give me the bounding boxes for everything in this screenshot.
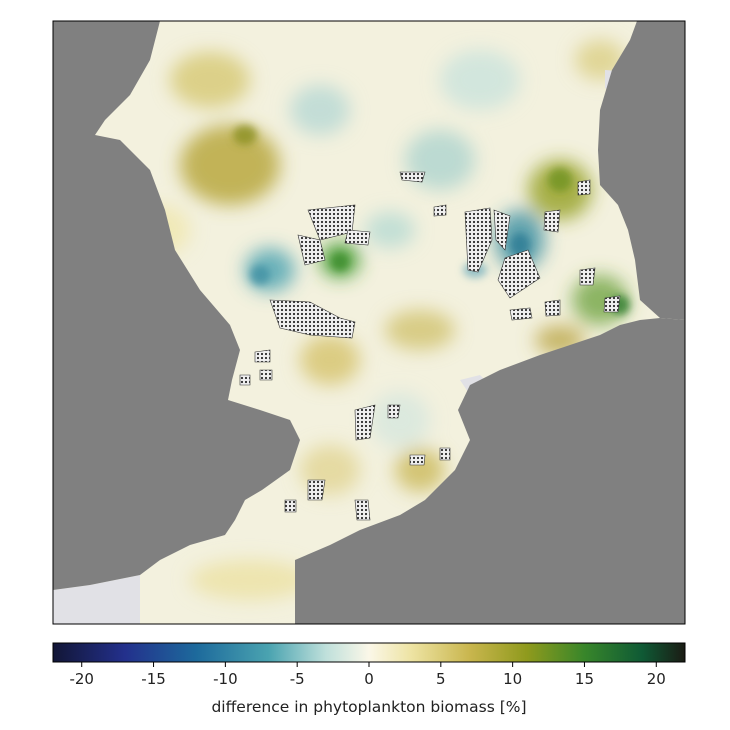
wind-farm-area: [464, 207, 493, 273]
colorbar-title: difference in phytoplankton biomass [%]: [211, 698, 526, 716]
wind-farm-area: [579, 267, 596, 286]
anomaly-field: [130, 40, 628, 600]
wind-farm-area: [433, 204, 447, 217]
wind-farm-area: [399, 171, 426, 183]
anomaly-blob: [370, 392, 430, 448]
colorbar-tick-label: 0: [364, 670, 374, 688]
anomaly-blob: [170, 52, 250, 108]
colorbar-tick-label: -15: [141, 670, 166, 688]
anomaly-blob: [190, 560, 310, 600]
wind-farm-area: [239, 374, 251, 386]
colorbar-tick-label: -20: [69, 670, 94, 688]
wind-farm-area: [509, 307, 533, 321]
map-panel: [53, 21, 685, 624]
wind-farm-area: [307, 479, 326, 501]
wind-farm-area: [493, 209, 511, 251]
colorbar-tick-label: 10: [503, 670, 522, 688]
colorbar-tick-label: -5: [290, 670, 305, 688]
wind-farm-area: [544, 299, 561, 317]
anomaly-blob: [440, 50, 520, 110]
anomaly-blob: [548, 168, 572, 192]
anomaly-blob: [233, 125, 257, 145]
anomaly-blob: [385, 310, 455, 350]
wind-farm-area: [254, 349, 271, 363]
anomaly-blob: [395, 448, 445, 492]
britain: [53, 21, 300, 590]
wind-farm-area: [354, 404, 376, 441]
wind-farm-area: [269, 299, 356, 339]
wind-farm-area: [497, 249, 541, 299]
wind-farm-area: [354, 499, 371, 521]
wind-farm-area: [387, 404, 401, 419]
colorbar-tick-label: 5: [436, 670, 446, 688]
anomaly-blob: [331, 253, 349, 271]
anomaly-blob: [180, 125, 280, 205]
wind-farm-areas: [239, 171, 621, 521]
colorbar: -20 -15 -10 -5 0 5 10 15 20 difference in phytop…: [52, 642, 686, 716]
wind-farm-area: [577, 179, 591, 196]
colorbar-ticks: -20 -15 -10 -5 0 5 10 15 20: [69, 662, 666, 688]
wind-farm-area: [259, 369, 273, 381]
wind-farm-area: [439, 447, 451, 461]
anomaly-blob: [300, 335, 360, 385]
colorbar-tick-label: 20: [647, 670, 666, 688]
colorbar-tick-label: -10: [213, 670, 238, 688]
anomaly-blob: [290, 85, 350, 135]
wind-farm-area: [297, 234, 326, 266]
land: [53, 21, 685, 624]
anomaly-blob: [250, 265, 270, 285]
map-frame: [52, 20, 686, 625]
wind-farm-area: [603, 295, 621, 313]
continent-south: [295, 318, 685, 624]
ood-water-region: [53, 575, 140, 624]
colorbar-bar: [52, 642, 686, 663]
continent-east: [598, 21, 685, 320]
wind-farm-area: [409, 454, 426, 466]
wind-farm-area: [344, 229, 371, 246]
wind-farm-area: [543, 209, 561, 233]
wind-farm-area: [284, 499, 297, 513]
colorbar-tick-label: 15: [575, 670, 594, 688]
anomaly-blob: [365, 212, 415, 248]
